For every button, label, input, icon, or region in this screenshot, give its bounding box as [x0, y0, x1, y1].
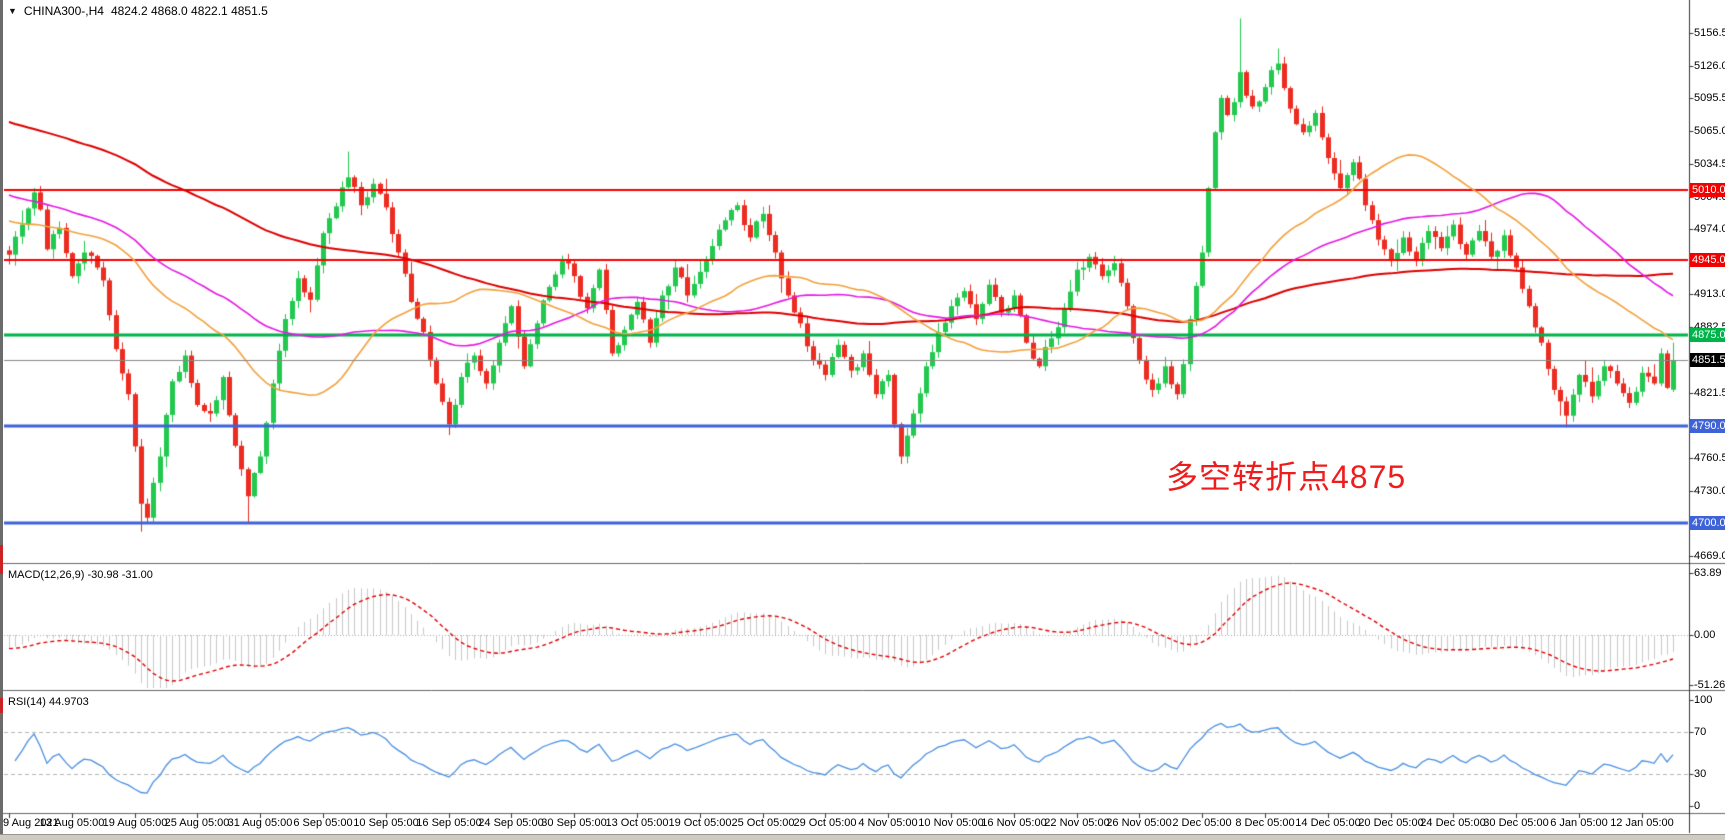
- price-tick-label: 4730.0: [1694, 484, 1725, 497]
- date-tick-label: 25 Oct 05:00: [731, 817, 795, 829]
- date-tick-label: 30 Sep 05:00: [541, 817, 607, 829]
- collapse-ohlc-icon[interactable]: ▼: [8, 6, 17, 16]
- date-tick-label: 16 Nov 05:00: [981, 817, 1047, 829]
- symbol-ohlc-values: 4824.2 4868.0 4822.1 4851.5: [110, 4, 268, 18]
- date-tick-label: 13 Aug 05:00: [39, 817, 105, 829]
- window-left-edge: [0, 0, 3, 840]
- date-tick-label: 24 Dec 05:00: [1420, 817, 1486, 829]
- rsi-tick-label: 100: [1694, 694, 1713, 706]
- level-price-tag: 4945.0: [1690, 253, 1725, 268]
- date-tick-label: 8 Dec 05:00: [1235, 817, 1295, 829]
- price-tick-label: 4913.0: [1694, 288, 1725, 301]
- date-tick-label: 25 Aug 05:00: [164, 817, 230, 829]
- macd-tick-label: -51.26: [1694, 678, 1725, 691]
- symbol-info: ▼ CHINA300-,H4 4824.2 4868.0 4822.1 4851…: [8, 4, 268, 18]
- macd-tick-label: 63.89: [1694, 567, 1722, 579]
- date-tick-label: 6 Sep 05:00: [293, 817, 353, 829]
- date-tick-label: 12 Jan 05:00: [1610, 817, 1674, 829]
- level-price-tag: 4700.0: [1690, 516, 1725, 531]
- date-tick-label: 29 Oct 05:00: [793, 817, 857, 829]
- date-tick-label: 14 Dec 05:00: [1295, 817, 1361, 829]
- date-tick-label: 16 Sep 05:00: [416, 817, 482, 829]
- symbol-title: CHINA300-,H4: [23, 4, 104, 18]
- date-tick-label: 22 Nov 05:00: [1044, 817, 1110, 829]
- price-tick-label: 4760.5: [1694, 452, 1725, 465]
- date-tick-label: 30 Dec 05:00: [1483, 817, 1549, 829]
- date-tick-label: 2 Dec 05:00: [1172, 817, 1232, 829]
- date-tick-label: 19 Oct 05:00: [668, 817, 732, 829]
- macd-indicator-label: MACD(12,26,9) -30.98 -31.00: [8, 569, 153, 581]
- rsi-indicator-label: RSI(14) 44.9703: [8, 696, 89, 708]
- rsi-tick-label: 30: [1694, 768, 1707, 781]
- date-tick-label: 24 Sep 05:00: [478, 817, 544, 829]
- macd-tick-label: 0.00: [1694, 629, 1716, 641]
- date-tick-label: 13 Oct 05:00: [605, 817, 669, 829]
- level-price-tag: 5010.0: [1690, 183, 1725, 198]
- price-tick-label: 5156.5: [1694, 26, 1725, 39]
- date-tick-label: 6 Jan 05:00: [1550, 817, 1608, 829]
- price-tick-label: 5034.5: [1694, 157, 1725, 170]
- date-tick-label: 9 Aug 2021: [3, 817, 59, 829]
- price-tick-label: 4974.0: [1694, 222, 1725, 235]
- window-bottom-edge: [0, 834, 1725, 840]
- price-tick-label: 5095.5: [1694, 92, 1725, 105]
- date-tick-label: 4 Nov 05:00: [858, 817, 918, 829]
- level-price-tag: 4875.0: [1690, 328, 1725, 343]
- date-tick-label: 10 Sep 05:00: [353, 817, 419, 829]
- price-tick-label: 5126.0: [1694, 59, 1725, 72]
- rsi-tick-label: 0: [1694, 800, 1701, 812]
- date-tick-label: 31 Aug 05:00: [227, 817, 293, 829]
- price-tick-label: 5065.0: [1694, 125, 1725, 138]
- current-price-tag: 4851.5: [1690, 353, 1725, 368]
- date-tick-label: 19 Aug 05:00: [102, 817, 168, 829]
- price-tick-label: 4669.0: [1694, 550, 1725, 563]
- annotation-text[interactable]: 多空转折点4875: [1166, 459, 1407, 495]
- date-tick-label: 20 Dec 05:00: [1358, 817, 1424, 829]
- price-tick-label: 4821.5: [1694, 386, 1725, 399]
- date-tick-label: 26 Nov 05:00: [1106, 817, 1172, 829]
- level-price-tag: 4790.0: [1690, 419, 1725, 434]
- rsi-tick-label: 70: [1694, 725, 1707, 738]
- date-tick-label: 10 Nov 05:00: [918, 817, 984, 829]
